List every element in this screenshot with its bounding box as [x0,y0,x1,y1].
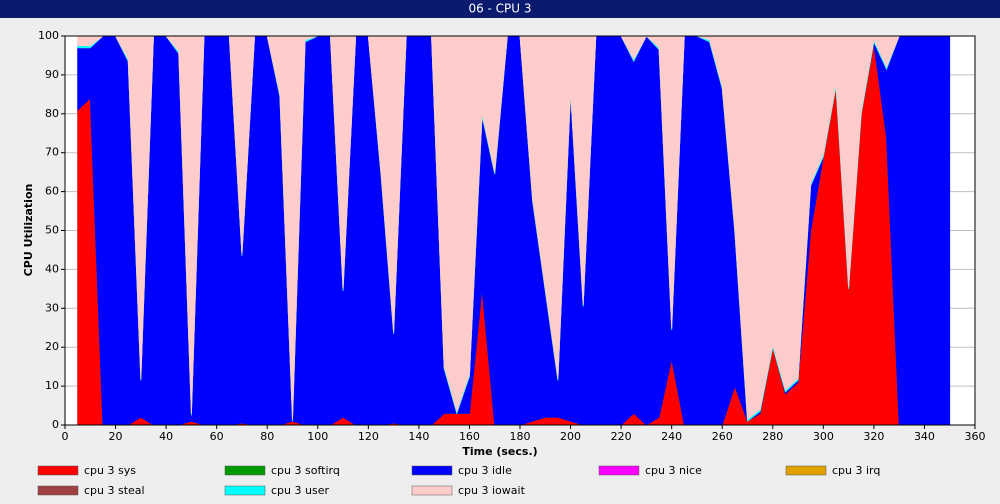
x-tick-label: 160 [459,430,480,443]
chart-title: 06 - CPU 3 [468,2,531,16]
x-tick-label: 60 [210,430,224,443]
y-tick-label: 40 [45,262,59,275]
legend-label: cpu 3 irq [832,464,880,477]
x-tick-label: 80 [260,430,274,443]
legend-label: cpu 3 sys [84,464,136,477]
x-tick-label: 340 [914,430,935,443]
x-tick-label: 20 [109,430,123,443]
y-tick-label: 10 [45,379,59,392]
x-tick-label: 200 [560,430,581,443]
x-tick-label: 240 [661,430,682,443]
x-tick-label: 140 [408,430,429,443]
y-tick-label: 20 [45,340,59,353]
y-tick-label: 100 [38,29,59,42]
x-tick-label: 360 [965,430,986,443]
legend-label: cpu 3 idle [458,464,512,477]
x-axis-label: Time (secs.) [462,445,537,458]
legend-swatch [224,485,266,496]
x-tick-label: 320 [863,430,884,443]
legend-swatch [224,465,266,476]
x-tick-label: 300 [813,430,834,443]
y-tick-label: 50 [45,224,59,237]
x-tick-label: 220 [611,430,632,443]
y-tick-label: 90 [45,68,59,81]
x-tick-label: 260 [712,430,733,443]
y-tick-label: 30 [45,301,59,314]
x-tick-label: 0 [62,430,69,443]
legend-label: cpu 3 nice [645,464,702,477]
x-tick-label: 100 [307,430,328,443]
y-tick-label: 70 [45,146,59,159]
legend-swatch [37,465,79,476]
x-tick-label: 120 [358,430,379,443]
legend-label: cpu 3 user [271,484,329,497]
x-tick-label: 180 [510,430,531,443]
plot [65,35,975,426]
legend-swatch [598,465,640,476]
legend-swatch [785,465,827,476]
x-tick-label: 40 [159,430,173,443]
y-tick-label: 80 [45,107,59,120]
y-axis-label: CPU Utilization [22,184,35,277]
x-tick-label: 280 [762,430,783,443]
legend-swatch [411,485,453,496]
legend-swatch [411,465,453,476]
legend-label: cpu 3 softirq [271,464,340,477]
title-bar [0,0,1000,18]
legend-label: cpu 3 steal [84,484,145,497]
y-tick-label: 0 [52,418,59,431]
y-tick-label: 60 [45,185,59,198]
legend-label: cpu 3 iowait [458,484,526,497]
legend-swatch [37,485,79,496]
